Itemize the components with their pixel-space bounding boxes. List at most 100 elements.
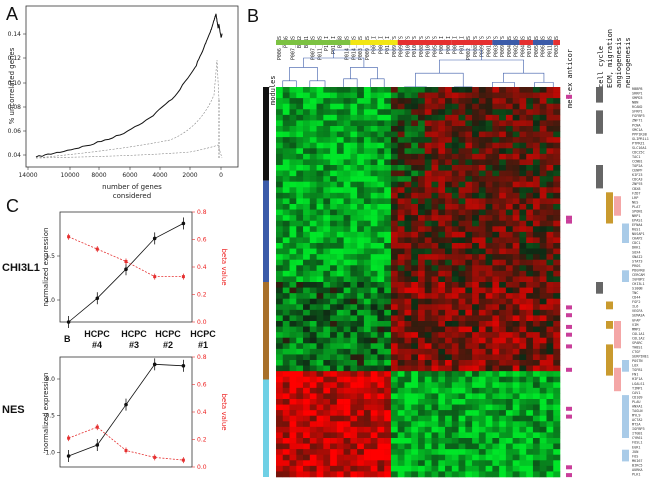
sample-group-colorbar: [276, 40, 560, 45]
heatmap-cell: [336, 103, 344, 110]
heatmap-cell: [350, 387, 358, 394]
heatmap-cell: [404, 371, 412, 378]
heatmap-cell: [296, 131, 304, 138]
heatmap-cell: [316, 254, 324, 261]
heatmap-cell: [505, 98, 513, 105]
heatmap-cell: [458, 387, 466, 394]
heatmap-cell: [276, 387, 284, 394]
heatmap-cell: [553, 438, 561, 444]
heatmap-cell: [465, 309, 473, 316]
heatmap-cell: [431, 376, 439, 383]
heatmap-cell: [445, 137, 453, 144]
heatmap-cell: [553, 360, 561, 366]
heatmap-cell: [377, 165, 385, 171]
heatmap-cell: [296, 415, 304, 422]
heatmap-cell: [289, 298, 297, 305]
heatmap-cell: [553, 153, 561, 160]
heatmap-cell: [411, 176, 419, 183]
heatmap-cell: [418, 176, 426, 183]
heatmap-cell: [404, 198, 412, 205]
heatmap-cell: [276, 192, 284, 199]
heatmap-cell: [451, 309, 459, 316]
heatmap-cell: [377, 399, 385, 405]
heatmap-cell: [492, 438, 500, 444]
heatmap-cell: [303, 209, 311, 216]
heatmap-cell: [370, 471, 378, 478]
heatmap-cell: [363, 270, 371, 277]
heatmap-cell: [539, 454, 547, 461]
heatmap-cell: [505, 354, 513, 361]
heatmap-cell: [505, 153, 513, 160]
heatmap-cell: [336, 282, 344, 288]
heatmap-cell: [397, 326, 405, 333]
heatmap-cell: [282, 142, 290, 149]
heatmap-cell: [519, 460, 527, 467]
heatmap-cell: [303, 98, 311, 105]
heatmap-cell: [512, 265, 520, 272]
heatmap-cell: [445, 215, 453, 222]
heatmap-cell: [499, 170, 507, 177]
heatmap-cell: [505, 438, 513, 444]
heatmap-cell: [309, 332, 317, 339]
heatmap-cell: [451, 215, 459, 222]
gene-name: SEMA3A: [632, 314, 646, 318]
heatmap-cell: [546, 215, 554, 222]
heatmap-cell: [478, 449, 486, 456]
heatmap-cell: [546, 137, 554, 144]
heatmap-cell: [323, 153, 331, 160]
panel-a-y-ticks: 0.040.060.080.100.120.14: [8, 31, 26, 159]
heatmap-cell: [445, 315, 453, 322]
heatmap-cell: [282, 309, 290, 316]
heatmap-cell: [357, 365, 365, 372]
category-block: [596, 165, 603, 189]
heatmap-cell: [458, 343, 466, 350]
heatmap-cell: [546, 415, 554, 422]
heatmap-cell: [532, 265, 541, 272]
heatmap-cell: [519, 371, 527, 378]
heatmap-cell: [343, 449, 351, 456]
heatmap-cell: [512, 103, 520, 110]
heatmap-cell: [418, 237, 426, 244]
heatmap-cell: [282, 460, 290, 467]
heatmap-cell: [370, 404, 378, 411]
heatmap-cell: [553, 142, 561, 149]
module-segment: [263, 282, 269, 380]
heatmap-cell: [451, 365, 459, 372]
heatmap-cell: [303, 137, 311, 144]
heatmap-cell: [499, 282, 507, 288]
heatmap-cell: [526, 309, 534, 316]
heatmap-cell: [336, 153, 344, 160]
heatmap-cell: [485, 354, 493, 361]
heatmap-cell: [309, 293, 317, 300]
heatmap-cell: [512, 204, 520, 210]
heatmap-cell: [465, 410, 473, 417]
sample-name: P011_NS: [547, 36, 553, 57]
gene-name: SOX4: [632, 250, 640, 254]
heatmap-cell: [472, 449, 480, 456]
heatmap-cell: [296, 471, 304, 478]
heatmap-cell: [526, 98, 534, 105]
heatmap-cell: [445, 259, 453, 266]
heatmap-cell: [465, 126, 473, 132]
heatmap-cell: [377, 454, 385, 461]
heatmap-cell: [458, 460, 466, 467]
heatmap-cell: [438, 360, 446, 366]
heatmap-cell: [485, 298, 493, 305]
heatmap-cell: [357, 460, 365, 467]
heatmap-cell: [445, 471, 453, 478]
heatmap-cell: [512, 215, 520, 222]
heatmap-cell: [316, 399, 324, 405]
heatmap-cell: [330, 192, 338, 199]
heatmap-cell: [438, 270, 446, 277]
heatmap-cell: [370, 92, 378, 99]
heatmap-cell: [539, 114, 547, 121]
heatmap-cell: [465, 282, 473, 288]
heatmap-cell: [397, 354, 405, 361]
heatmap-cell: [472, 460, 480, 467]
heatmap-cell: [445, 87, 453, 93]
heatmap-cell: [296, 114, 304, 121]
heatmap-cell: [390, 176, 399, 183]
heatmap-cell: [472, 259, 480, 266]
category-block: [622, 223, 629, 243]
